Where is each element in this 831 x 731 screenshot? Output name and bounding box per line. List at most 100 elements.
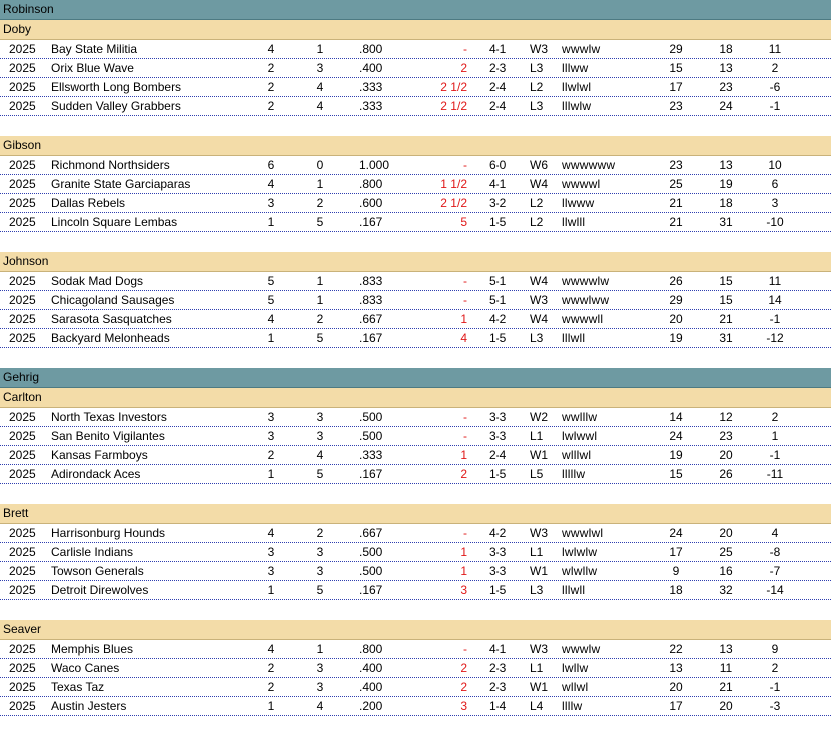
run-differential: -10 — [766, 215, 784, 229]
division-gap — [0, 116, 831, 136]
team-row[interactable]: 2025 Orix Blue Wave 2 3 .400 2 2-3 L3 lllww 15 13 2 — [0, 59, 831, 78]
wins: 2 — [267, 61, 275, 75]
record: 5-1 — [489, 274, 507, 288]
team-row[interactable]: 2025 Towson Generals 3 3 .500 1 3-3 W1 wlwllw 9 16… — [0, 562, 831, 581]
record: 3-2 — [489, 196, 507, 210]
team-row[interactable]: 2025 Waco Canes 2 3 .400 2 2-3 L1 lwllw 13 11 2 — [0, 659, 831, 678]
runs-scored: 13 — [669, 661, 683, 675]
run-differential: -14 — [766, 583, 784, 597]
team-row[interactable]: 2025 Richmond Northsiders 6 0 1.000 - 6-0 W6 www… — [0, 156, 831, 175]
record: 1-4 — [489, 699, 507, 713]
streak: W1 — [530, 564, 548, 578]
streak: L2 — [530, 215, 544, 229]
recent-results: llllw — [562, 699, 583, 713]
games-behind: - — [463, 158, 467, 172]
record: 2-4 — [489, 80, 507, 94]
runs-allowed: 23 — [719, 429, 733, 443]
team-row[interactable]: 2025 Austin Jesters 1 4 .200 3 1-4 L4 llllw 17 20 -… — [0, 697, 831, 716]
wins: 4 — [267, 177, 275, 191]
win-pct: .333 — [359, 80, 383, 94]
wins: 2 — [267, 99, 275, 113]
team-row[interactable]: 2025 Bay State Militia 4 1 .800 - 4-1 W3 wwwlw 29… — [0, 40, 831, 59]
wins: 5 — [267, 274, 275, 288]
team-name: Backyard Melonheads — [51, 331, 170, 345]
wins: 3 — [267, 429, 275, 443]
win-pct: .167 — [359, 583, 383, 597]
team-row[interactable]: 2025 Lincoln Square Lembas 1 5 .167 5 1-5 L2 llw… — [0, 213, 831, 232]
run-differential: -3 — [769, 699, 781, 713]
win-pct: .833 — [359, 293, 383, 307]
team-row[interactable]: 2025 Sudden Valley Grabbers 2 4.333 2 1/2 2-4… — [0, 97, 831, 116]
record: 3-3 — [489, 564, 507, 578]
runs-scored: 14 — [669, 410, 683, 424]
run-differential: 11 — [768, 42, 782, 56]
team-row[interactable]: 2025 Sodak Mad Dogs 5 1 .833 - 5-1 W4 wwwwlw 26 15… — [0, 272, 831, 291]
record: 1-5 — [489, 467, 507, 481]
team-row[interactable]: 2025 San Benito Vigilantes 3 3 .500 - 3-3 L1 lwl… — [0, 427, 831, 446]
recent-results: lwlwwl — [562, 429, 598, 443]
games-behind: 2 1/2 — [440, 196, 467, 210]
run-differential: 4 — [771, 526, 779, 540]
streak: W1 — [530, 680, 548, 694]
team-name: Austin Jesters — [51, 699, 127, 713]
wins: 2 — [267, 680, 275, 694]
recent-results: wwwwww — [562, 158, 616, 172]
streak: L3 — [530, 583, 544, 597]
season-year: 2025 — [9, 410, 36, 424]
team-name: Carlisle Indians — [51, 545, 134, 559]
losses: 2 — [316, 196, 324, 210]
division-header: Gibson — [0, 136, 831, 156]
wins: 4 — [267, 312, 275, 326]
run-differential: -12 — [766, 331, 784, 345]
team-row[interactable]: 2025 Detroit Direwolves 1 5 .167 3 1-5 L3 lllwll… — [0, 581, 831, 600]
runs-allowed: 20 — [719, 526, 733, 540]
wins: 3 — [267, 410, 275, 424]
division-header: Seaver — [0, 620, 831, 640]
run-differential: -6 — [769, 80, 781, 94]
runs-allowed: 12 — [719, 410, 733, 424]
season-year: 2025 — [9, 158, 36, 172]
runs-scored: 23 — [669, 99, 683, 113]
run-differential: -1 — [769, 448, 781, 462]
record: 2-3 — [489, 680, 507, 694]
runs-scored: 22 — [669, 642, 683, 656]
team-row[interactable]: 2025 Granite State Garciaparas 4 1 .800 1 1/2… — [0, 175, 831, 194]
runs-allowed: 15 — [719, 293, 733, 307]
recent-results: lwllw — [562, 661, 589, 675]
team-row[interactable]: 2025 Adirondack Aces 1 5.167 2 1-5 L5 lllllw 15 2… — [0, 465, 831, 484]
team-row[interactable]: 2025 Memphis Blues 4 1 .800 - 4-1 W3 wwwlw 22 13 9 — [0, 640, 831, 659]
team-name: Granite State Garciaparas — [51, 177, 191, 191]
recent-results: lllww — [562, 61, 589, 75]
run-differential: -1 — [769, 680, 781, 694]
team-row[interactable]: 2025 Harrisonburg Hounds 4 2 .667 - 4-2 W3 wwwlw… — [0, 524, 831, 543]
streak: W4 — [530, 177, 548, 191]
record: 3-3 — [489, 410, 507, 424]
losses: 3 — [316, 61, 324, 75]
team-row[interactable]: 2025 Kansas Farmboys 2 4 .333 1 2-4 W1 wlllwl 19 2… — [0, 446, 831, 465]
team-row[interactable]: 2025 Dallas Rebels 3 2 .600 2 1/2 3-2 L2 llwww 21… — [0, 194, 831, 213]
team-row[interactable]: 2025 Texas Taz 2 3 .400 2 2-3 W1 wllwl 20 21 -1 — [0, 678, 831, 697]
runs-allowed: 23 — [719, 80, 733, 94]
runs-allowed: 32 — [719, 583, 733, 597]
run-differential: 1 — [771, 429, 779, 443]
team-row[interactable]: 2025 Ellsworth Long Bombers 2 4 .333 2 1/2 2-4… — [0, 78, 831, 97]
season-year: 2025 — [9, 215, 36, 229]
streak: L3 — [530, 61, 544, 75]
recent-results: lllwll — [562, 331, 586, 345]
record: 4-2 — [489, 312, 507, 326]
runs-scored: 17 — [669, 545, 683, 559]
team-row[interactable]: 2025 Sarasota Sasquatches 4 2 .667 1 4-2 W4 wwww… — [0, 310, 831, 329]
team-name: Orix Blue Wave — [51, 61, 134, 75]
win-pct: .500 — [359, 429, 383, 443]
team-row[interactable]: 2025 Carlisle Indians 3 3 .500 1 3-3 L1 lwlwlw 17… — [0, 543, 831, 562]
win-pct: .800 — [359, 177, 383, 191]
team-row[interactable]: 2025 Chicagoland Sausages 5 1 .833 - 5-1 W3 wwwl… — [0, 291, 831, 310]
wins: 4 — [267, 642, 275, 656]
games-behind: 2 — [460, 61, 467, 75]
games-behind: 5 — [460, 215, 467, 229]
team-row[interactable]: 2025 North Texas Investors 3 3 .500 - 3-3 W2 wwl… — [0, 408, 831, 427]
team-name: Richmond Northsiders — [51, 158, 170, 172]
win-pct: .800 — [359, 42, 383, 56]
losses: 5 — [316, 583, 324, 597]
team-row[interactable]: 2025 Backyard Melonheads 1 5 .167 4 1-5 L3 lllwl… — [0, 329, 831, 348]
